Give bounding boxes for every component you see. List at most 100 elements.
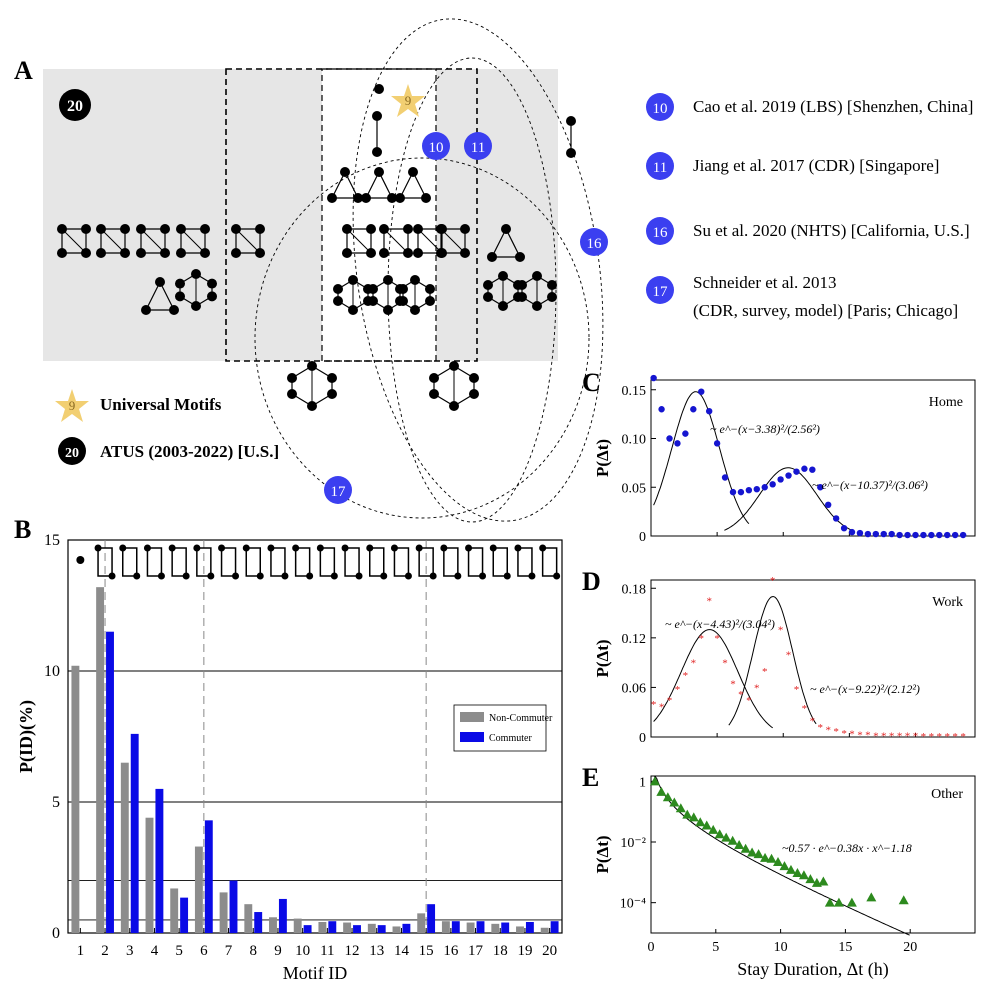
chartE-point xyxy=(753,849,764,859)
chart-b-xtick: 4 xyxy=(151,943,159,959)
panel-a-label: A xyxy=(14,56,33,85)
motif-icon-node xyxy=(292,544,300,552)
chartD-point: * xyxy=(738,689,744,701)
motif-icon-node xyxy=(465,544,473,552)
chartC-point xyxy=(959,531,967,539)
ref-su-text: Su et al. 2020 (NHTS) [California, U.S.] xyxy=(693,221,970,240)
motif-node xyxy=(231,224,241,234)
motif-icon-node xyxy=(108,572,116,580)
ref-schneider-text-2: (CDR, survey, model) [Paris; Chicago] xyxy=(693,301,959,320)
chartD-point: * xyxy=(778,625,784,637)
chart-b-xtick: 19 xyxy=(517,943,532,959)
ref-jiang-badge: 11 xyxy=(653,160,667,176)
motif-node xyxy=(327,193,337,203)
motif-node xyxy=(421,193,431,203)
chart-b-bar-non-commuter xyxy=(170,888,179,933)
chartD-point: * xyxy=(730,678,736,690)
motif-node xyxy=(374,167,384,177)
chart-b-bar-commuter xyxy=(106,631,114,933)
motif-node xyxy=(410,305,420,315)
motif-node xyxy=(176,224,186,234)
motif-node xyxy=(255,224,265,234)
chartE-xtick: 5 xyxy=(712,940,719,955)
motif-node xyxy=(532,301,542,311)
chart-b-xtick: 7 xyxy=(225,943,233,959)
chart-b-bar-commuter xyxy=(328,921,337,933)
chartE-point xyxy=(695,817,706,827)
ref-cao-icon xyxy=(646,93,674,121)
motif-node xyxy=(176,248,186,258)
chartD-point: * xyxy=(825,725,831,737)
motif-node xyxy=(200,248,210,258)
chartC-point xyxy=(761,484,768,491)
panel-e-label: E xyxy=(582,763,600,792)
motif-icon xyxy=(541,547,558,577)
chartE-point xyxy=(734,839,745,849)
motif-node xyxy=(368,296,378,306)
chartD-ytick: 0.12 xyxy=(622,632,647,647)
motif-node xyxy=(413,248,423,258)
motif-icon-node xyxy=(168,544,176,552)
chartE-fit-label: ~0.57 · e^−0.38x · x^−1.18 xyxy=(782,841,912,855)
motif-node xyxy=(333,296,343,306)
chartC-point xyxy=(920,531,927,539)
chartD-point: * xyxy=(786,649,792,661)
motif-icon-node xyxy=(440,544,448,552)
motif-icon-node xyxy=(207,572,215,580)
chartC-point xyxy=(936,531,943,539)
chart-b-ytick: 15 xyxy=(44,532,60,549)
chartE-point xyxy=(708,824,719,834)
chartE-point xyxy=(682,809,693,819)
chartC-point xyxy=(912,531,919,539)
ref-cao-text: Cao et al. 2019 (LBS) [Shenzhen, China] xyxy=(693,97,974,116)
chartC-point xyxy=(951,531,959,539)
motif-node xyxy=(366,248,376,258)
motif-graphs xyxy=(57,84,576,411)
motif-icon-node xyxy=(390,544,398,552)
motif-node xyxy=(498,301,508,311)
chartD-point: * xyxy=(849,729,855,741)
ref-su-icon xyxy=(646,217,674,245)
legend-universal-label: Universal Motifs xyxy=(100,395,222,414)
chart-b-bar-non-commuter xyxy=(540,927,549,933)
chart-b-ytick: 0 xyxy=(52,925,60,942)
panel-d-label: D xyxy=(582,567,601,596)
chart-b-bar-commuter xyxy=(476,921,485,933)
motif-node xyxy=(366,224,376,234)
chart-b-bar-non-commuter xyxy=(491,923,500,933)
chartC-point xyxy=(832,515,840,522)
motif-node xyxy=(141,305,151,315)
motif-node xyxy=(307,361,317,371)
legend-swatch-commuter xyxy=(460,732,484,742)
motif-icon-node xyxy=(306,572,314,580)
chartD-point: * xyxy=(833,726,839,738)
chartC-point xyxy=(864,530,872,538)
chartC-point xyxy=(880,530,887,538)
chartE-point xyxy=(675,803,686,813)
chartD-point: * xyxy=(841,728,847,740)
motif-node xyxy=(566,148,576,158)
motif-node xyxy=(487,252,497,262)
motif-node xyxy=(425,284,435,294)
motif-node xyxy=(469,389,479,399)
chartD-fit-curve xyxy=(728,596,817,726)
chartE-point xyxy=(727,835,738,845)
chartD-point: * xyxy=(762,666,768,678)
motif-node xyxy=(429,373,439,383)
motif-icon-node xyxy=(514,544,522,552)
chartD-point: * xyxy=(897,730,903,742)
chartC-point xyxy=(682,430,689,437)
chartE-xtick: 10 xyxy=(774,940,788,955)
chart-b-bar-non-commuter xyxy=(219,892,228,933)
motif-node xyxy=(120,248,130,258)
chartD-ytick: 0.18 xyxy=(622,582,647,597)
chartD-point: * xyxy=(913,730,919,742)
chartC-point xyxy=(674,440,681,447)
motif-node xyxy=(340,167,350,177)
chartC-point xyxy=(825,501,832,508)
chartD-point: * xyxy=(794,684,800,696)
